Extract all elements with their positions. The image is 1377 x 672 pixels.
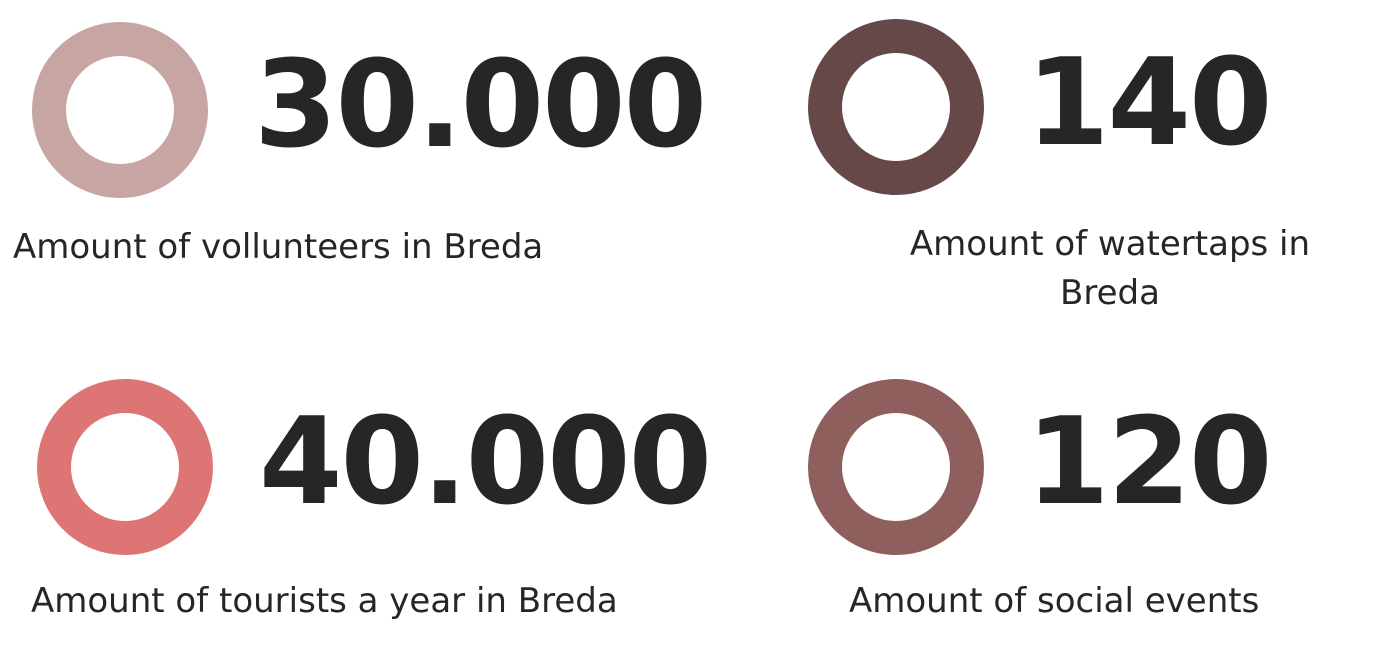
stat-value: 120: [1026, 393, 1272, 532]
ring-icon: [32, 22, 208, 198]
ring-icon: [808, 19, 984, 195]
stat-label: Amount of vollunteers in Breda: [13, 227, 544, 267]
stat-label: Amount of watertaps in Breda: [909, 224, 1311, 313]
stat-label: Amount of tourists a year in Breda: [31, 581, 618, 621]
stat-value: 40.000: [259, 393, 712, 532]
stat-label: Amount of social events: [849, 581, 1260, 621]
ring-icon: [808, 379, 984, 555]
stat-value: 140: [1026, 34, 1272, 173]
ring-icon: [37, 379, 213, 555]
stat-value: 30.000: [254, 36, 707, 175]
